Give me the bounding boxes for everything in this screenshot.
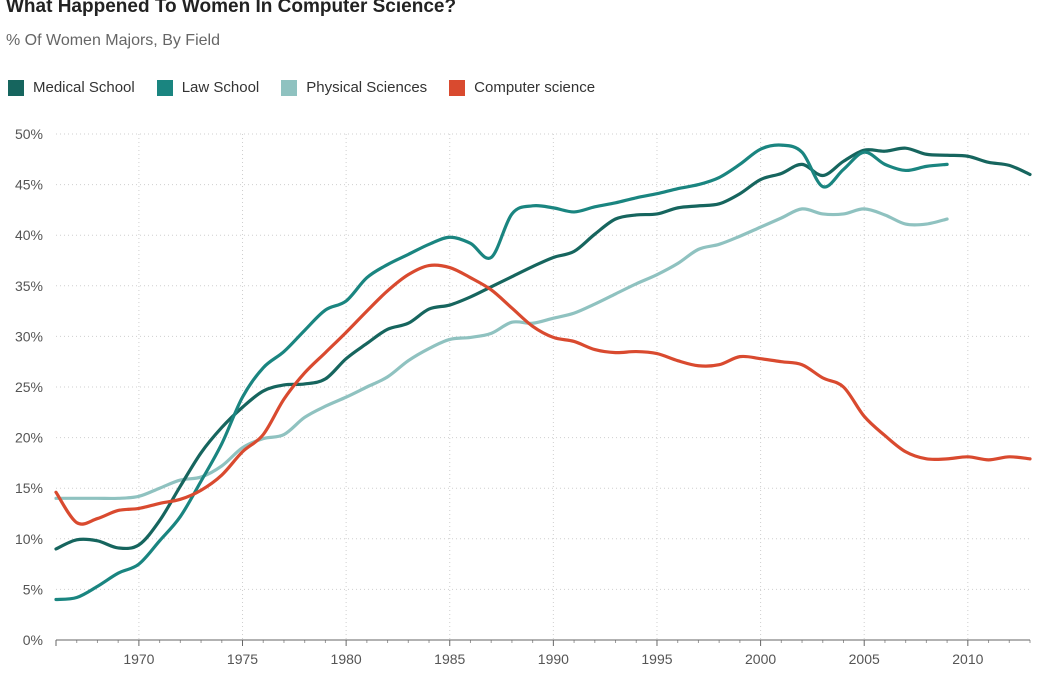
legend-swatch-computer-science	[449, 79, 466, 96]
legend-label-physical-sciences: Physical Sciences	[306, 79, 428, 96]
y-tick-label-10: 10%	[15, 531, 43, 547]
axes: 0% 5% 10% 15% 20% 25% 30% 35% 40% 45% 50% 1970 1975 1…	[15, 126, 1031, 667]
y-tick-label-35: 35%	[15, 278, 43, 294]
legend-label-medical-school: Medical School	[33, 79, 135, 96]
y-tick-label-45: 45%	[15, 177, 43, 193]
y-tick-label-25: 25%	[15, 379, 43, 395]
series-line-medical-school	[54, 146, 1032, 551]
legend-swatch-law-school	[156, 79, 173, 96]
x-tick-label-2010: 2010	[952, 651, 983, 667]
x-tick-label-1990: 1990	[538, 651, 569, 667]
x-tick-label-2005: 2005	[849, 651, 880, 667]
series-line-physical-sciences	[54, 207, 949, 501]
chart-legend: Medical School Law School Physical Scien…	[8, 79, 617, 96]
legend-item-law-school: Law School	[156, 79, 260, 96]
x-tick-label-1985: 1985	[434, 651, 465, 667]
x-tick-label-1970: 1970	[123, 651, 154, 667]
legend-item-computer-science: Computer science	[449, 79, 595, 96]
x-tick-label-1975: 1975	[227, 651, 258, 667]
y-tick-label-5: 5%	[23, 581, 43, 597]
legend-item-physical-sciences: Physical Sciences	[281, 79, 427, 96]
legend-swatch-physical-sciences	[281, 79, 298, 96]
x-tick-label-1995: 1995	[641, 651, 672, 667]
legend-item-medical-school: Medical School	[8, 79, 135, 96]
series-line-law-school	[54, 143, 949, 602]
chart-subtitle: % Of Women Majors, By Field	[6, 32, 220, 49]
x-tick-label-1980: 1980	[331, 651, 362, 667]
legend-label-law-school: Law School	[181, 79, 260, 96]
grid-lines	[56, 133, 1030, 640]
y-tick-label-0: 0%	[23, 632, 43, 648]
y-tick-label-50: 50%	[15, 126, 43, 142]
y-tick-label-15: 15%	[15, 480, 43, 496]
y-tick-label-40: 40%	[15, 227, 43, 243]
x-tick-label-2000: 2000	[745, 651, 776, 667]
y-tick-label-30: 30%	[15, 328, 43, 344]
legend-swatch-medical-school	[8, 79, 24, 96]
legend-label-computer-science: Computer science	[474, 79, 596, 96]
series-lines	[54, 143, 1032, 602]
chart-title: What Happened To Women In Computer Scien…	[6, 0, 457, 17]
series-line-computer-science	[54, 263, 1032, 526]
y-tick-label-20: 20%	[15, 430, 43, 446]
